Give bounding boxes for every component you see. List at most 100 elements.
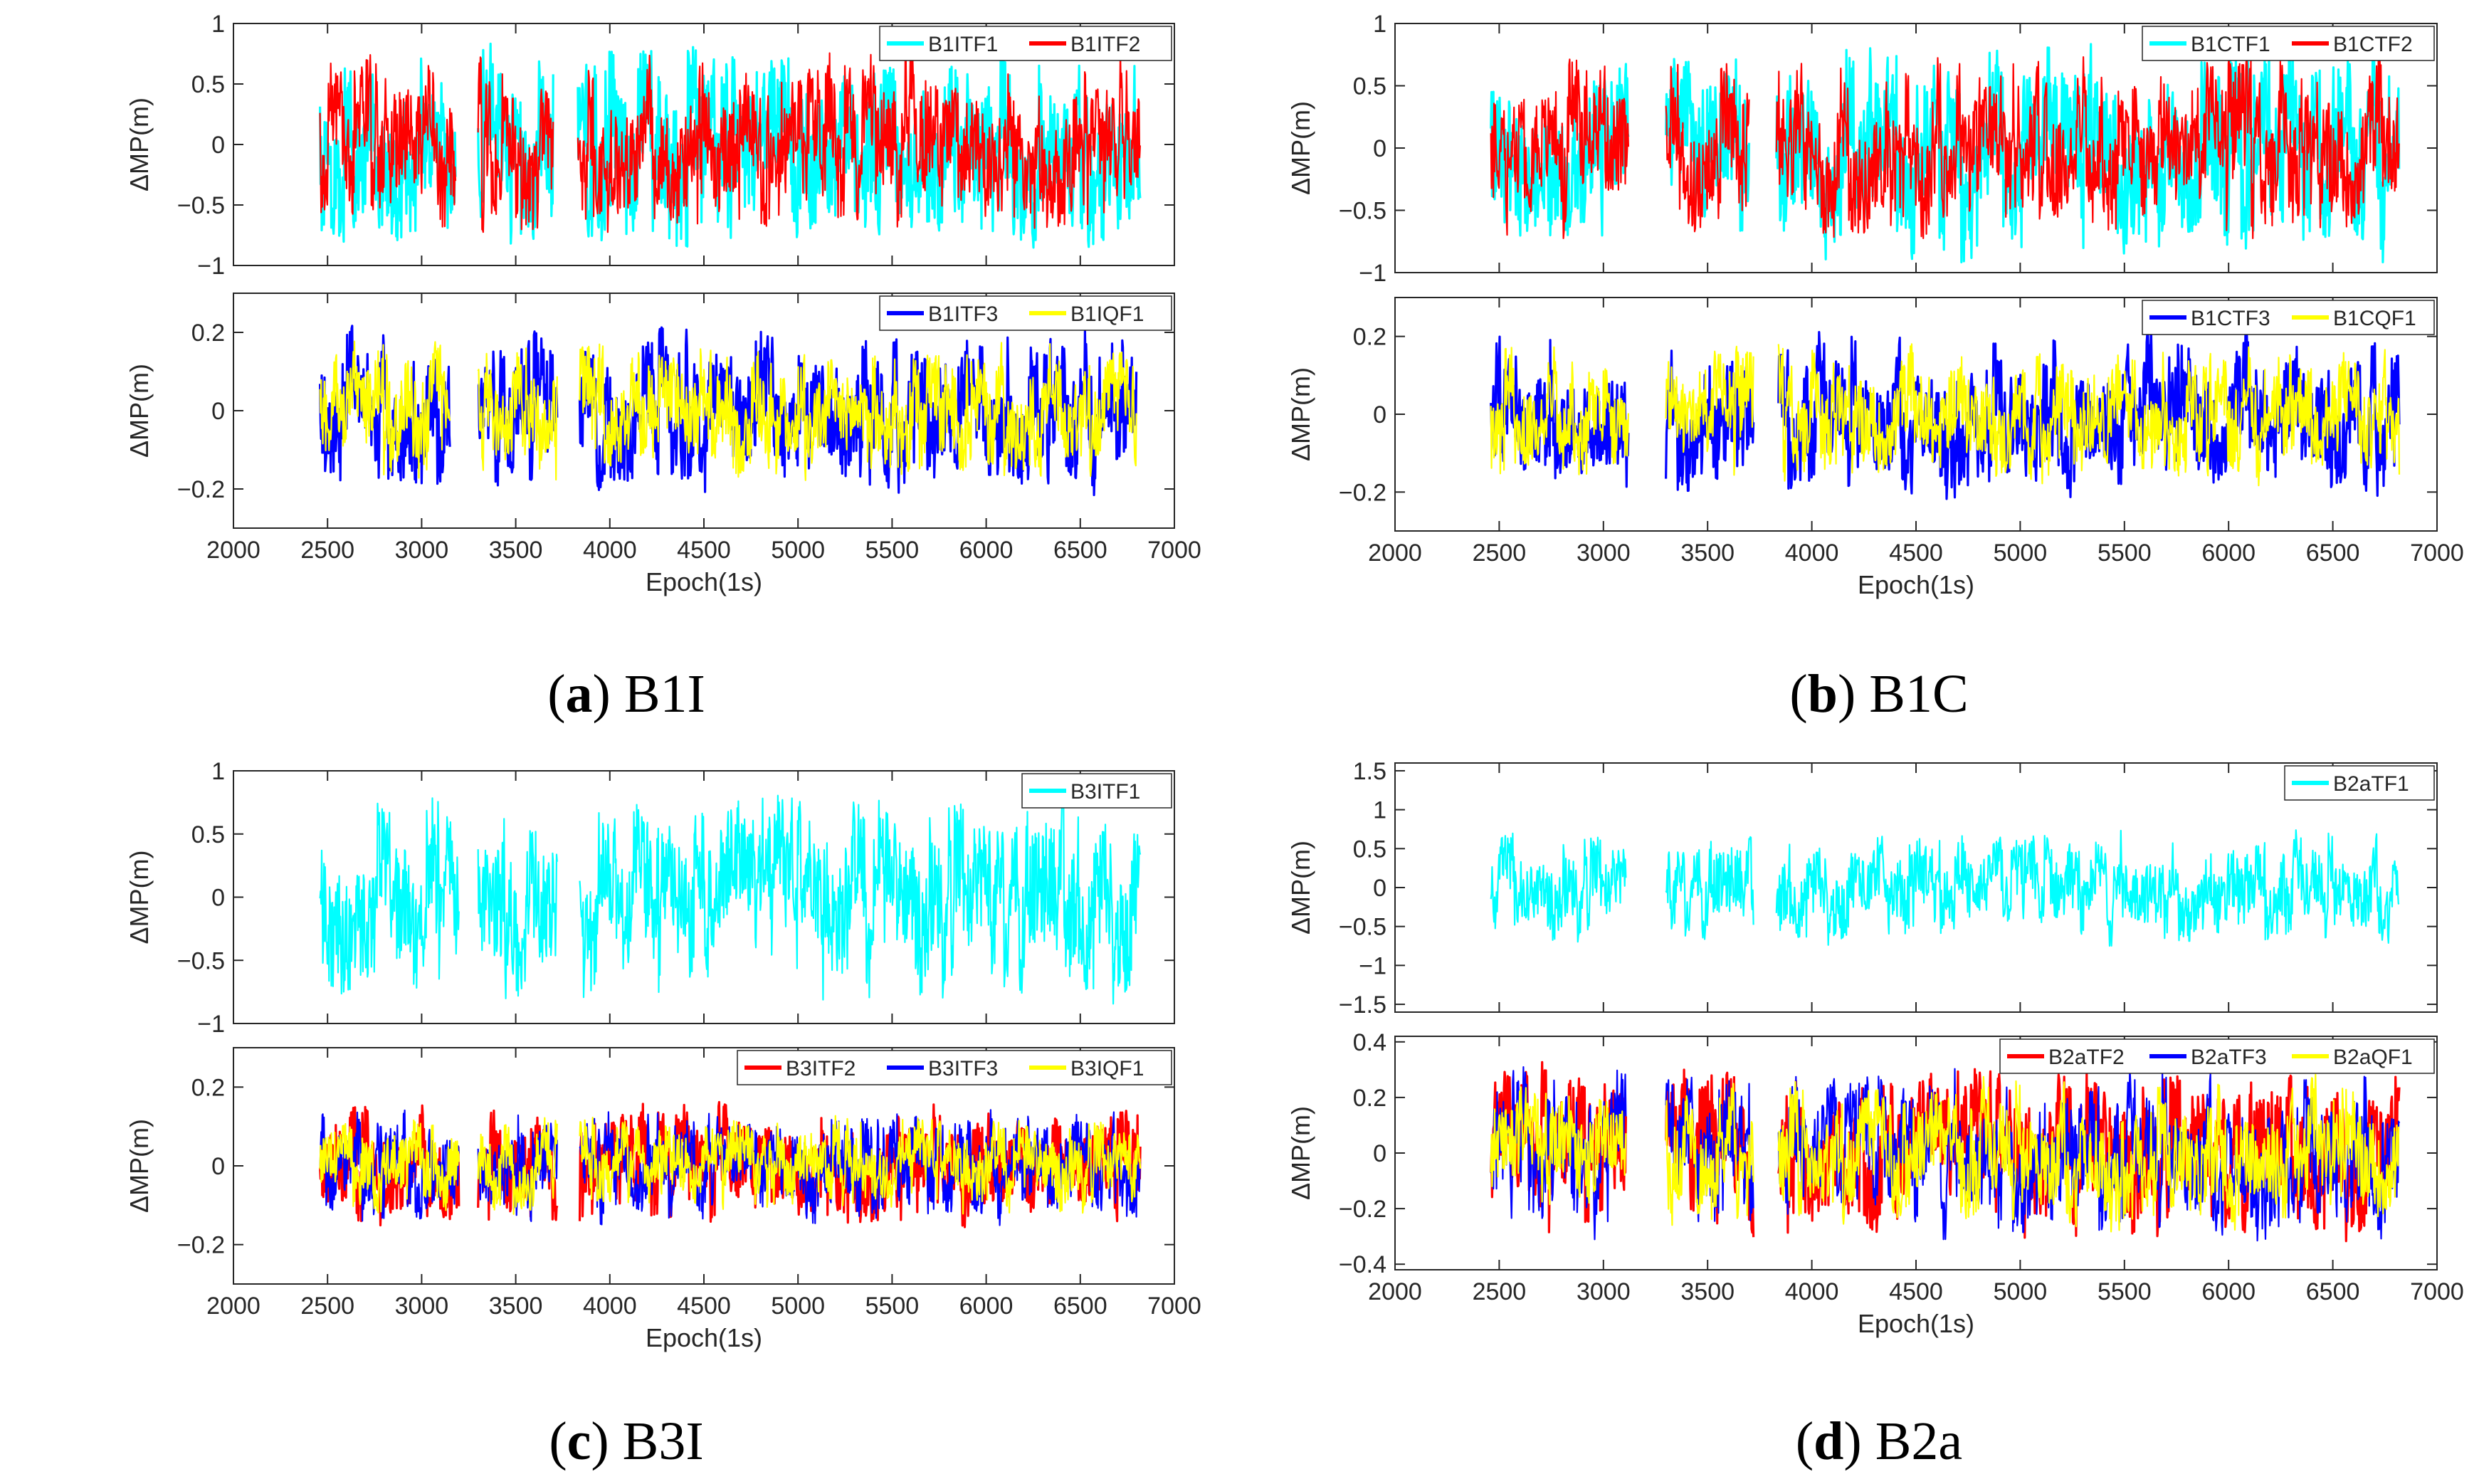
y-tick-label: −0.4 bbox=[1339, 1251, 1386, 1278]
y-tick-label: 1 bbox=[211, 758, 225, 785]
x-tick-label: 4500 bbox=[1889, 1278, 1943, 1305]
x-tick-label: 6500 bbox=[1053, 1293, 1107, 1320]
chart-d-bottom: −0.4 −0.2 0 0.2 0.4 2000 2500 3000 3500 4000 4500 5… bbox=[1286, 1029, 2464, 1338]
y-tick-label: 1.5 bbox=[1353, 758, 1386, 785]
legend-box bbox=[879, 295, 1172, 331]
y-tick-label: −0.2 bbox=[1339, 1196, 1386, 1223]
legend-box bbox=[1999, 1038, 2435, 1074]
x-tick-label: 5500 bbox=[865, 537, 920, 564]
y-tick-label: −0.2 bbox=[177, 1232, 225, 1259]
legend-box bbox=[737, 1050, 1172, 1085]
y-tick-label: −0.5 bbox=[177, 947, 225, 974]
y-axis-label: ΔMP(m) bbox=[1286, 101, 1315, 195]
y-tick-label: 0.2 bbox=[191, 320, 225, 347]
legend-label-B2aQF1: B2aQF1 bbox=[2333, 1046, 2413, 1069]
y-axis-label: ΔMP(m) bbox=[125, 850, 154, 944]
legend-box bbox=[2142, 26, 2435, 61]
series-line-B3ITF3 bbox=[319, 1109, 1142, 1226]
legend-label-B2aTF1: B2aTF1 bbox=[2333, 772, 2409, 796]
legend-label-B3ITF1: B3ITF1 bbox=[1070, 780, 1140, 804]
series-line-B1ITF2 bbox=[319, 49, 1141, 233]
y-tick-label: −1 bbox=[197, 1011, 225, 1038]
x-axis-label: Epoch(1s) bbox=[1858, 1309, 1974, 1338]
x-tick-label: 2500 bbox=[1473, 1278, 1527, 1305]
y-tick-label: 0.5 bbox=[1353, 73, 1386, 100]
legend-label-B2aTF2: B2aTF2 bbox=[2048, 1046, 2125, 1069]
x-tick-label: 3000 bbox=[1577, 1278, 1631, 1305]
y-axis-label: ΔMP(m) bbox=[125, 364, 154, 458]
y-tick-label: 0.4 bbox=[1353, 1029, 1386, 1056]
x-tick-label: 4000 bbox=[583, 1293, 637, 1320]
x-tick-label: 3500 bbox=[489, 537, 543, 564]
legend-label-B3ITF2: B3ITF2 bbox=[786, 1057, 856, 1080]
x-tick-label: 7000 bbox=[1147, 537, 1201, 564]
y-tick-label: 0 bbox=[211, 885, 225, 912]
x-tick-label: 6500 bbox=[2306, 1278, 2360, 1305]
x-tick-label: 5500 bbox=[2098, 540, 2152, 567]
x-tick-label: 3500 bbox=[1680, 1278, 1735, 1305]
chart-a-top: −1 −0.5 0 0.5 1 ΔMP(m) B1ITF1 B1ITF2 bbox=[125, 11, 1175, 280]
y-tick-label: 0 bbox=[211, 132, 225, 159]
x-tick-label: 4500 bbox=[1889, 540, 1943, 567]
x-tick-label: 2500 bbox=[300, 537, 354, 564]
y-tick-label: 0 bbox=[1373, 401, 1386, 428]
x-tick-label: 3000 bbox=[395, 1293, 449, 1320]
y-tick-label: 0.5 bbox=[191, 821, 225, 848]
legend-label-B1CTF1: B1CTF1 bbox=[2191, 33, 2270, 56]
x-tick-label: 4000 bbox=[1785, 1278, 1839, 1305]
series-line-B1IQF1 bbox=[319, 340, 1137, 481]
x-tick-label: 6000 bbox=[959, 537, 1014, 564]
series-line-B2aQF1 bbox=[1490, 1073, 2400, 1233]
y-tick-label: 0 bbox=[1373, 135, 1386, 162]
x-axis-label: Epoch(1s) bbox=[1858, 570, 1974, 599]
legend-label-B3IQF1: B3IQF1 bbox=[1070, 1057, 1144, 1080]
y-tick-label: −0.2 bbox=[1339, 479, 1386, 506]
series-line-B3ITF1 bbox=[319, 794, 1142, 1005]
legend-box bbox=[2142, 300, 2435, 335]
x-tick-label: 4000 bbox=[583, 537, 637, 564]
x-tick-label: 4500 bbox=[677, 1293, 731, 1320]
y-tick-label: 0.5 bbox=[1353, 836, 1386, 863]
chart-b-bottom: −0.2 0 0.2 2000 2500 3000 3500 4000 4500 5000 5500… bbox=[1286, 297, 2464, 599]
x-tick-label: 2000 bbox=[206, 1293, 260, 1320]
y-tick-label: 0 bbox=[1373, 1140, 1386, 1167]
y-axis-label: ΔMP(m) bbox=[1286, 1106, 1315, 1200]
y-axis-label: ΔMP(m) bbox=[125, 98, 154, 191]
chart-d-top: −1.5 −1 −0.5 0 0.5 1 1.5 ΔMP(m) B2aTF1 bbox=[1286, 758, 2438, 1019]
x-tick-label: 3500 bbox=[489, 1293, 543, 1320]
y-tick-label: 0.2 bbox=[1353, 1085, 1386, 1112]
y-tick-label: −1 bbox=[1359, 260, 1386, 287]
y-tick-label: 0.2 bbox=[191, 1074, 225, 1101]
y-tick-label: 1 bbox=[1373, 797, 1386, 824]
chart-c-top: −1 −0.5 0 0.5 1 ΔMP(m) B3ITF1 bbox=[125, 758, 1175, 1038]
x-tick-label: 4500 bbox=[677, 537, 731, 564]
legend-box bbox=[879, 26, 1172, 61]
y-tick-label: 0 bbox=[1373, 875, 1386, 902]
caption-d: (d) B2a bbox=[1796, 1411, 1962, 1471]
y-axis-label: ΔMP(m) bbox=[125, 1119, 154, 1213]
x-tick-label: 3000 bbox=[395, 537, 449, 564]
x-axis-label: Epoch(1s) bbox=[646, 567, 762, 596]
x-tick-label: 2000 bbox=[206, 537, 260, 564]
caption-b: (b) B1C bbox=[1789, 664, 1968, 724]
y-tick-label: −1 bbox=[1359, 952, 1386, 979]
legend-label-B1IQF1: B1IQF1 bbox=[1070, 302, 1144, 326]
y-tick-label: 0.5 bbox=[191, 71, 225, 98]
y-tick-label: −1 bbox=[197, 253, 225, 280]
caption-a: (a) B1I bbox=[547, 664, 705, 724]
x-tick-label: 5500 bbox=[865, 1293, 920, 1320]
x-tick-label: 6500 bbox=[1053, 537, 1107, 564]
legend-label-B2aTF3: B2aTF3 bbox=[2191, 1046, 2267, 1069]
y-tick-label: 1 bbox=[1373, 11, 1386, 38]
legend-label-B1CQF1: B1CQF1 bbox=[2333, 307, 2416, 330]
x-tick-label: 6000 bbox=[2201, 1278, 2256, 1305]
x-tick-label: 2500 bbox=[300, 1293, 354, 1320]
x-tick-label: 5000 bbox=[771, 1293, 825, 1320]
y-tick-label: −0.5 bbox=[1339, 198, 1386, 225]
chart-c-bottom: −0.2 0 0.2 2000 2500 3000 3500 4000 4500 5000 5500… bbox=[125, 1047, 1201, 1352]
y-axis-label: ΔMP(m) bbox=[1286, 841, 1315, 935]
x-tick-label: 7000 bbox=[2410, 1278, 2464, 1305]
y-tick-label: 0 bbox=[211, 1153, 225, 1180]
legend-label-B1CTF3: B1CTF3 bbox=[2191, 307, 2270, 330]
